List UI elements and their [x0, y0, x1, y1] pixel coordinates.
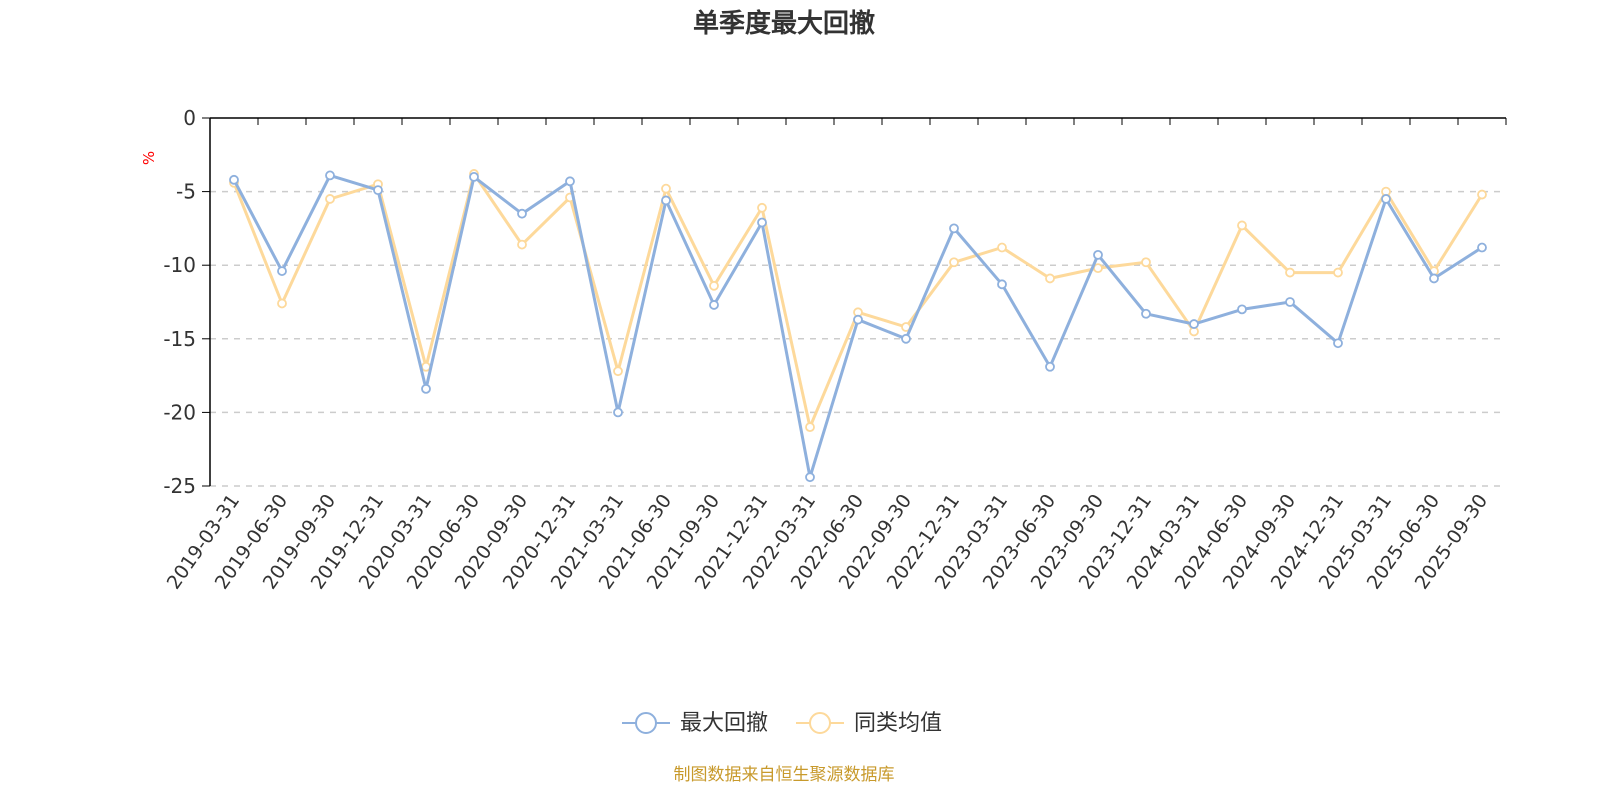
y-tick-label: -5 [176, 180, 196, 204]
legend-label-max-drawdown[interactable]: 最大回撤 [680, 711, 768, 736]
data-point[interactable] [517, 208, 527, 219]
data-point[interactable] [805, 472, 815, 483]
data-point[interactable] [229, 174, 239, 185]
legend-label-peer-average[interactable]: 同类均值 [854, 711, 942, 736]
data-point[interactable] [1333, 338, 1343, 349]
data-point[interactable] [325, 194, 335, 204]
data-point[interactable] [901, 333, 911, 344]
data-point[interactable] [1045, 273, 1055, 284]
y-tick-label: -15 [163, 327, 196, 351]
data-point[interactable] [1381, 194, 1391, 204]
data-point[interactable] [1285, 267, 1295, 278]
axes [202, 117, 1507, 487]
data-point[interactable] [709, 300, 719, 310]
data-point[interactable] [1285, 297, 1295, 307]
source-note: 制图数据来自恒生聚源数据库 [674, 765, 895, 785]
legend[interactable]: 最大回撤 同类均值 [622, 711, 942, 736]
data-point[interactable] [1093, 249, 1103, 260]
data-point[interactable] [1477, 242, 1487, 253]
data-point[interactable] [949, 257, 959, 268]
y-tick-labels: 0 -5 -10 -15 -20 -25 [163, 106, 196, 498]
chart-title: 单季度最大回撤 [693, 8, 875, 39]
data-point[interactable] [1141, 257, 1151, 268]
y-axis-unit-label: % [140, 151, 158, 165]
data-point[interactable] [1045, 361, 1055, 372]
data-point[interactable] [805, 422, 815, 433]
data-point[interactable] [661, 183, 671, 194]
legend-item-peer-average[interactable]: 同类均值 [796, 711, 942, 736]
data-point[interactable] [757, 217, 767, 228]
legend-circle-icon [635, 712, 657, 734]
data-point[interactable] [1141, 308, 1151, 319]
data-point[interactable] [1333, 267, 1343, 278]
y-tick-label: -25 [163, 474, 196, 498]
data-point[interactable] [997, 279, 1007, 290]
data-point[interactable] [565, 176, 575, 187]
y-tick-label: -20 [163, 400, 196, 424]
data-point[interactable] [613, 366, 623, 377]
data-point[interactable] [709, 280, 719, 291]
data-point[interactable] [277, 298, 287, 309]
y-tick-label: 0 [183, 106, 196, 130]
legend-item-max-drawdown[interactable]: 最大回撤 [622, 711, 768, 736]
y-tick-label: -10 [163, 253, 196, 277]
data-point[interactable] [469, 171, 479, 182]
legend-circle-icon [809, 712, 831, 734]
series-line [232, 173, 1483, 479]
data-point[interactable] [853, 314, 863, 325]
data-point[interactable] [997, 242, 1007, 253]
data-point[interactable] [1189, 319, 1199, 329]
data-point[interactable] [517, 239, 527, 250]
data-point[interactable] [1093, 263, 1103, 274]
data-point[interactable] [1429, 273, 1439, 284]
data-point[interactable] [373, 185, 383, 196]
data-point[interactable] [421, 383, 431, 394]
data-point[interactable] [757, 202, 767, 213]
data-point[interactable] [1237, 304, 1247, 315]
data-point[interactable] [421, 361, 431, 372]
series-max-drawdown [229, 170, 1487, 483]
data-point[interactable] [949, 223, 959, 234]
grid-lines [210, 190, 1506, 487]
series-layer [229, 169, 1487, 483]
data-point[interactable] [1477, 189, 1487, 200]
data-point[interactable] [1237, 220, 1247, 231]
data-point[interactable] [613, 407, 623, 418]
data-point[interactable] [325, 170, 335, 181]
series-peer-average [229, 169, 1487, 433]
data-point[interactable] [661, 195, 671, 206]
x-tick-labels: 2019-03-312019-06-302019-09-302019-12-31… [163, 490, 1492, 593]
data-point[interactable] [277, 266, 287, 276]
